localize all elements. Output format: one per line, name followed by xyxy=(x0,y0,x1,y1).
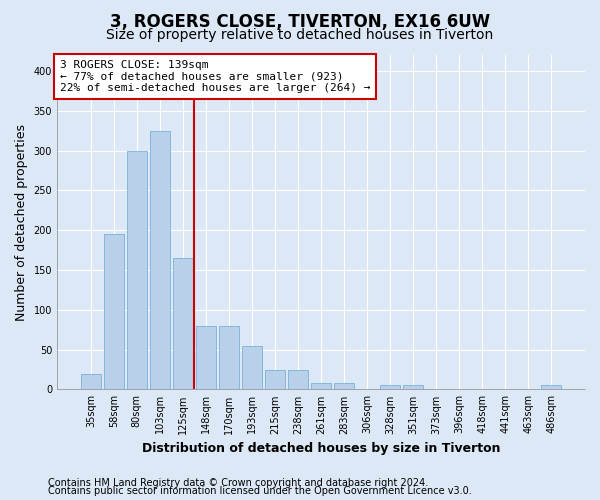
Bar xyxy=(242,346,262,390)
Bar xyxy=(196,326,216,390)
Text: 3, ROGERS CLOSE, TIVERTON, EX16 6UW: 3, ROGERS CLOSE, TIVERTON, EX16 6UW xyxy=(110,12,490,30)
Text: Contains public sector information licensed under the Open Government Licence v3: Contains public sector information licen… xyxy=(48,486,472,496)
Bar xyxy=(334,383,354,390)
Bar xyxy=(81,374,101,390)
Bar xyxy=(311,383,331,390)
Bar xyxy=(150,130,170,390)
X-axis label: Distribution of detached houses by size in Tiverton: Distribution of detached houses by size … xyxy=(142,442,500,455)
Bar xyxy=(265,370,285,390)
Text: 3 ROGERS CLOSE: 139sqm
← 77% of detached houses are smaller (923)
22% of semi-de: 3 ROGERS CLOSE: 139sqm ← 77% of detached… xyxy=(59,60,370,93)
Text: Size of property relative to detached houses in Tiverton: Size of property relative to detached ho… xyxy=(106,28,494,42)
Bar xyxy=(541,386,561,390)
Bar xyxy=(173,258,193,390)
Bar xyxy=(219,326,239,390)
Bar xyxy=(104,234,124,390)
Bar xyxy=(127,150,146,390)
Text: Contains HM Land Registry data © Crown copyright and database right 2024.: Contains HM Land Registry data © Crown c… xyxy=(48,478,428,488)
Bar xyxy=(403,386,423,390)
Bar xyxy=(380,386,400,390)
Bar xyxy=(288,370,308,390)
Y-axis label: Number of detached properties: Number of detached properties xyxy=(15,124,28,320)
